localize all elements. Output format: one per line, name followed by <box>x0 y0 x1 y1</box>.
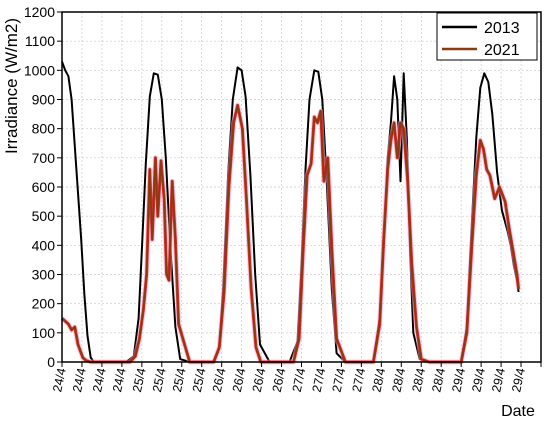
x-tick-label: 24/4 <box>110 367 129 394</box>
series-2021-line <box>61 104 520 363</box>
x-tick-label: 24/4 <box>50 367 69 394</box>
x-tick-label: 26/4 <box>230 367 249 394</box>
y-axis: 0 100 200 300 400 500 600 700 800 900 1000 1100 1200 <box>24 4 62 370</box>
y-tick-label: 0 <box>47 354 55 370</box>
legend: 2013 2021 <box>436 12 538 61</box>
y-tick-label: 500 <box>32 208 56 224</box>
y-tick-label: 800 <box>32 121 56 137</box>
x-tick-label: 29/4 <box>449 367 468 394</box>
y-tick-label: 400 <box>32 237 56 253</box>
x-tick-label: 26/4 <box>210 367 229 394</box>
x-tick-label: 25/4 <box>170 367 189 394</box>
y-tick-label: 700 <box>32 150 56 166</box>
x-tick-label: 26/4 <box>270 367 289 394</box>
y-axis-label: Irradiance (W/m2) <box>2 18 21 154</box>
x-axis-label: Date <box>501 403 535 420</box>
x-tick-label: 29/4 <box>489 367 508 394</box>
x-tick-label: 25/4 <box>190 367 209 394</box>
series-group <box>60 61 522 365</box>
series-2013-line <box>61 61 520 363</box>
x-tick-label: 25/4 <box>150 367 169 394</box>
x-tick-label: 28/4 <box>370 367 389 394</box>
series-2021-band <box>60 103 521 364</box>
series-2021-halo <box>60 102 522 365</box>
y-tick-label: 1100 <box>25 33 55 49</box>
x-tick-label: 27/4 <box>310 367 329 394</box>
x-tick-label: 28/4 <box>389 367 408 394</box>
x-tick-label: 28/4 <box>409 367 428 394</box>
y-tick-label: 1200 <box>24 4 55 20</box>
x-tick-label: 28/4 <box>429 367 448 394</box>
legend-label-2013: 2013 <box>484 20 520 37</box>
x-tick-label: 27/4 <box>350 367 369 394</box>
x-tick-label: 26/4 <box>250 367 269 394</box>
y-tick-label: 300 <box>32 267 56 283</box>
x-tick-label: 29/4 <box>509 367 528 394</box>
x-tick-label: 25/4 <box>130 367 149 394</box>
legend-label-2021: 2021 <box>484 42 520 59</box>
y-tick-label: 600 <box>32 179 56 195</box>
x-axis: 24/4 24/4 24/4 24/4 25/4 25/4 25/4 25/4 26/4 26/4… <box>50 362 542 394</box>
x-tick-label: 29/4 <box>469 367 488 394</box>
y-tick-label: 200 <box>32 296 56 312</box>
y-tick-label: 1000 <box>24 62 55 78</box>
x-tick-label: 27/4 <box>330 367 349 394</box>
y-tick-label: 100 <box>32 325 56 341</box>
x-tick-label: 27/4 <box>290 367 309 394</box>
legend-box <box>436 12 538 61</box>
x-tick-label: 24/4 <box>90 367 109 394</box>
x-tick-label: 24/4 <box>70 367 89 394</box>
y-tick-label: 900 <box>32 92 56 108</box>
